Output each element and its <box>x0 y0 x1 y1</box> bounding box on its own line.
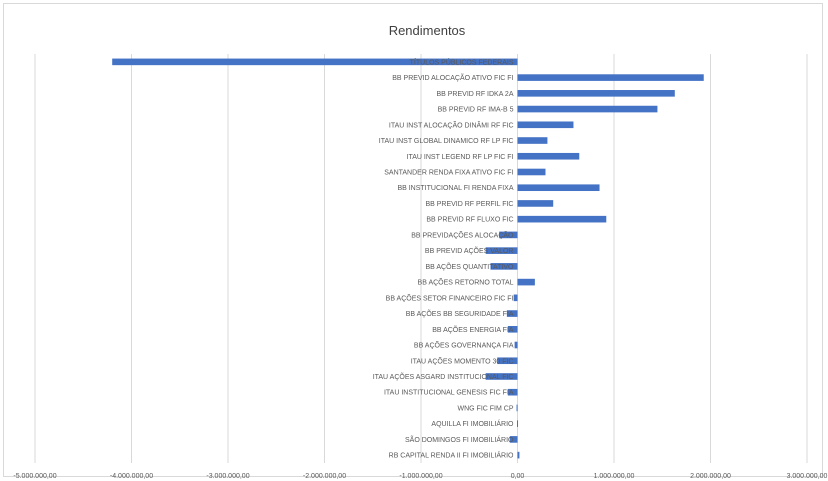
bar <box>506 310 518 317</box>
category-label: ITAU AÇÕES MOMENTO 30 FIC <box>411 356 514 365</box>
chart-frame <box>3 3 823 477</box>
bar <box>517 200 554 207</box>
category-label: BB PREVIDAÇÕES ALOCAÇÃO <box>411 230 514 239</box>
category-label: BB INSTITUCIONAL FI RENDA FIXA <box>397 185 513 192</box>
category-label: ITAU INST LEGEND RF LP FIC FI <box>407 154 514 161</box>
bar <box>517 420 519 427</box>
category-label: RB CAPITAL RENDA II FI IMOBILIÁRIO <box>389 451 514 460</box>
category-label: BB AÇÕES QUANTITATIVO <box>425 262 514 271</box>
category-label: BB PREVID RF IMA-B 5 <box>438 107 514 114</box>
bar <box>507 388 518 396</box>
category-label: BB PREVID RF FLUXO FIC <box>426 217 513 224</box>
bar <box>516 404 518 412</box>
x-tick-label: 1.000.000,00 <box>594 473 635 480</box>
category-label: BB PREVID ALOCAÇÃO ATIVO FIC FI <box>392 73 513 82</box>
bar <box>517 168 546 176</box>
bar <box>517 152 580 160</box>
bar <box>485 373 518 380</box>
category-labels: TÍTULOS PÚBLICOS FEDERAIS BB PREVID ALOCA… <box>373 57 514 459</box>
bar <box>499 231 518 239</box>
category-label: SÃO DOMINGOS FI IMOBILIÁRIO <box>405 435 514 444</box>
category-label: WNG FIC FIM CP <box>458 405 514 412</box>
x-tick-label: 0,00 <box>511 473 525 480</box>
bar <box>517 121 574 129</box>
bar <box>490 263 518 270</box>
category-label: BB AÇÕES BB SEGURIDADE FIA <box>406 309 514 318</box>
bar <box>509 436 518 443</box>
x-tick-label: -5.000.000,00 <box>13 473 56 480</box>
category-label: BB PREVID AÇÕES VALOR <box>425 246 514 255</box>
bar <box>517 74 704 81</box>
bar <box>497 357 518 365</box>
gridlines <box>34 54 808 463</box>
bar <box>112 58 518 66</box>
bar <box>517 105 658 113</box>
category-label: ITAU INST ALOCAÇÃO DINÂMI RF FIC <box>389 120 514 129</box>
category-label: BB PREVID RF PERFIL FIC <box>425 201 513 208</box>
x-tick-label: 3.000.000,00 <box>787 473 828 480</box>
bar <box>517 278 535 286</box>
category-label: AQUILLA FI IMOBILIÁRIO <box>431 419 514 428</box>
category-label: TÍTULOS PÚBLICOS FEDERAIS <box>410 57 514 66</box>
bar <box>517 215 607 223</box>
x-tick-label: 2.000.000,00 <box>690 473 731 480</box>
chart-title: Rendimentos <box>389 23 466 38</box>
category-label: ITAU AÇÕES ASGARD INSTITUCIONAL FIC <box>373 372 514 381</box>
bar <box>514 341 518 349</box>
x-tick-label: -3.000.000,00 <box>206 473 249 480</box>
category-label: BB AÇÕES RETORNO TOTAL <box>418 278 514 287</box>
category-label: SANTANDER RENDA FIXA ATIVO FIC FI <box>384 169 513 176</box>
bar <box>513 294 518 302</box>
category-label: BB AÇÕES SETOR FINANCEIRO FIC FI <box>386 293 514 302</box>
bar <box>517 137 548 144</box>
bar <box>517 90 675 97</box>
x-tick-label: -2.000.000,00 <box>303 473 346 480</box>
x-tick-label: -1.000.000,00 <box>399 473 442 480</box>
bar <box>485 247 518 254</box>
category-label: ITAU INST GLOBAL DINAMICO RF LP FIC <box>379 138 514 145</box>
category-label: BB AÇÕES ENERGIA FIA <box>432 325 514 334</box>
bars <box>112 58 704 459</box>
bar <box>517 184 600 192</box>
bar <box>517 451 520 459</box>
bar <box>507 325 518 333</box>
x-tick-labels: -5.000.000,00 -4.000.000,00 -3.000.000,00 -… <box>13 473 827 480</box>
category-label: ITAU INSTITUCIONAL GENESIS FIC FIA <box>384 390 514 397</box>
category-label: BB AÇÕES GOVERNANÇA FIA <box>414 341 514 350</box>
category-label: BB PREVID RF IDKA 2A <box>436 91 513 98</box>
x-tick-label: -4.000.000,00 <box>110 473 153 480</box>
